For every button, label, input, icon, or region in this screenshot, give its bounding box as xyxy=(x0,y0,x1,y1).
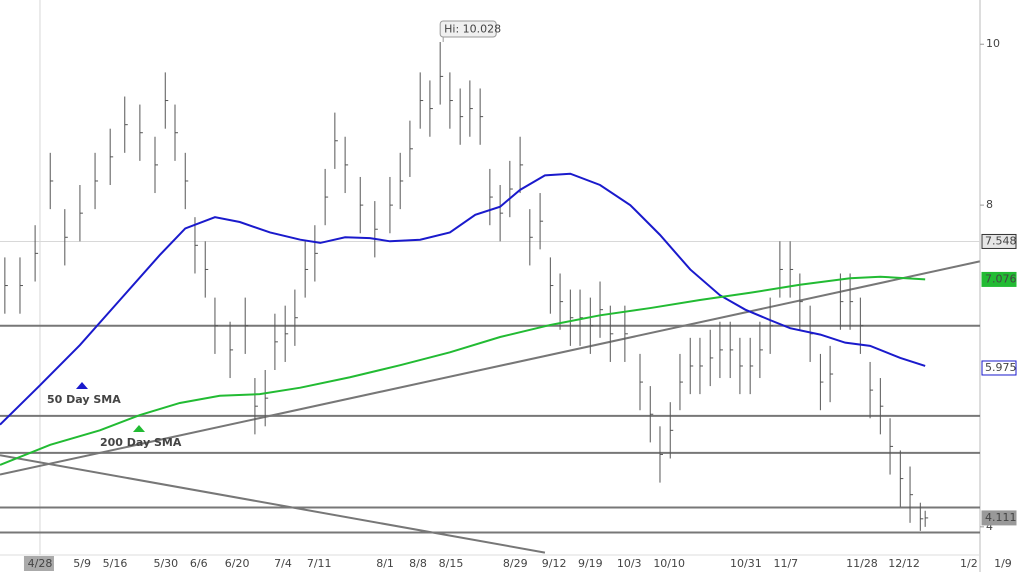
trendline xyxy=(0,454,546,554)
x-tick-label: 8/1 xyxy=(376,557,394,570)
price-tag xyxy=(981,233,1017,249)
x-tick-label: 8/8 xyxy=(409,557,427,570)
hi-label: Hi: 10.028 xyxy=(444,23,501,36)
x-tick-label: 12/12 xyxy=(888,557,920,570)
price-tag xyxy=(981,510,1017,526)
price-tag-label: 4.111 xyxy=(985,511,1017,524)
x-tick-label: 4/28 xyxy=(28,557,53,570)
price-tag xyxy=(981,271,1017,287)
x-tick-label: 10/31 xyxy=(730,557,762,570)
x-tick-label: 11/28 xyxy=(846,557,878,570)
sma-marker xyxy=(133,425,145,432)
overlay: 50 Day SMA 200 Day SMA Hi: 10.028 4 8 10 7.548… xyxy=(23,20,1017,571)
legend-label: 200 Day SMA xyxy=(100,436,182,449)
trendline xyxy=(0,260,980,476)
hi-box xyxy=(439,20,497,38)
x-tick-highlight xyxy=(23,556,54,571)
sma-marker xyxy=(76,382,88,389)
x-tick-label: 8/29 xyxy=(503,557,528,570)
sma-line xyxy=(0,172,926,426)
x-tick-label: 9/19 xyxy=(578,557,603,570)
x-tick-label: 1/2 xyxy=(960,557,978,570)
x-tick-label: 8/15 xyxy=(439,557,464,570)
legend-label: 50 Day SMA xyxy=(47,393,121,406)
x-tick-label: 6/6 xyxy=(190,557,208,570)
y-tick-label: 10 xyxy=(986,37,1000,50)
price-tag-label: 7.548 xyxy=(985,234,1017,247)
x-tick-label: 10/3 xyxy=(617,557,642,570)
price-tag xyxy=(981,360,1017,376)
price-tag-label: 5.975 xyxy=(985,361,1017,374)
y-tick-label: 8 xyxy=(986,198,993,211)
x-tick-label: 9/12 xyxy=(542,557,567,570)
sma-line xyxy=(0,275,926,466)
x-tick-label: 5/9 xyxy=(73,557,91,570)
x-tick-label: 5/16 xyxy=(103,557,128,570)
x-tick-label: 7/4 xyxy=(274,557,292,570)
x-tick-label: 11/7 xyxy=(773,557,798,570)
x-tick-label: 5/30 xyxy=(153,557,178,570)
price-tag-label: 7.076 xyxy=(985,272,1017,285)
x-tick-label: 7/11 xyxy=(307,557,332,570)
x-tick-label: 1/9 xyxy=(994,557,1012,570)
y-tick-label: 4 xyxy=(986,520,993,533)
x-tick-label: 10/10 xyxy=(653,557,685,570)
plot-area xyxy=(0,0,980,555)
x-tick-label: 6/20 xyxy=(225,557,250,570)
